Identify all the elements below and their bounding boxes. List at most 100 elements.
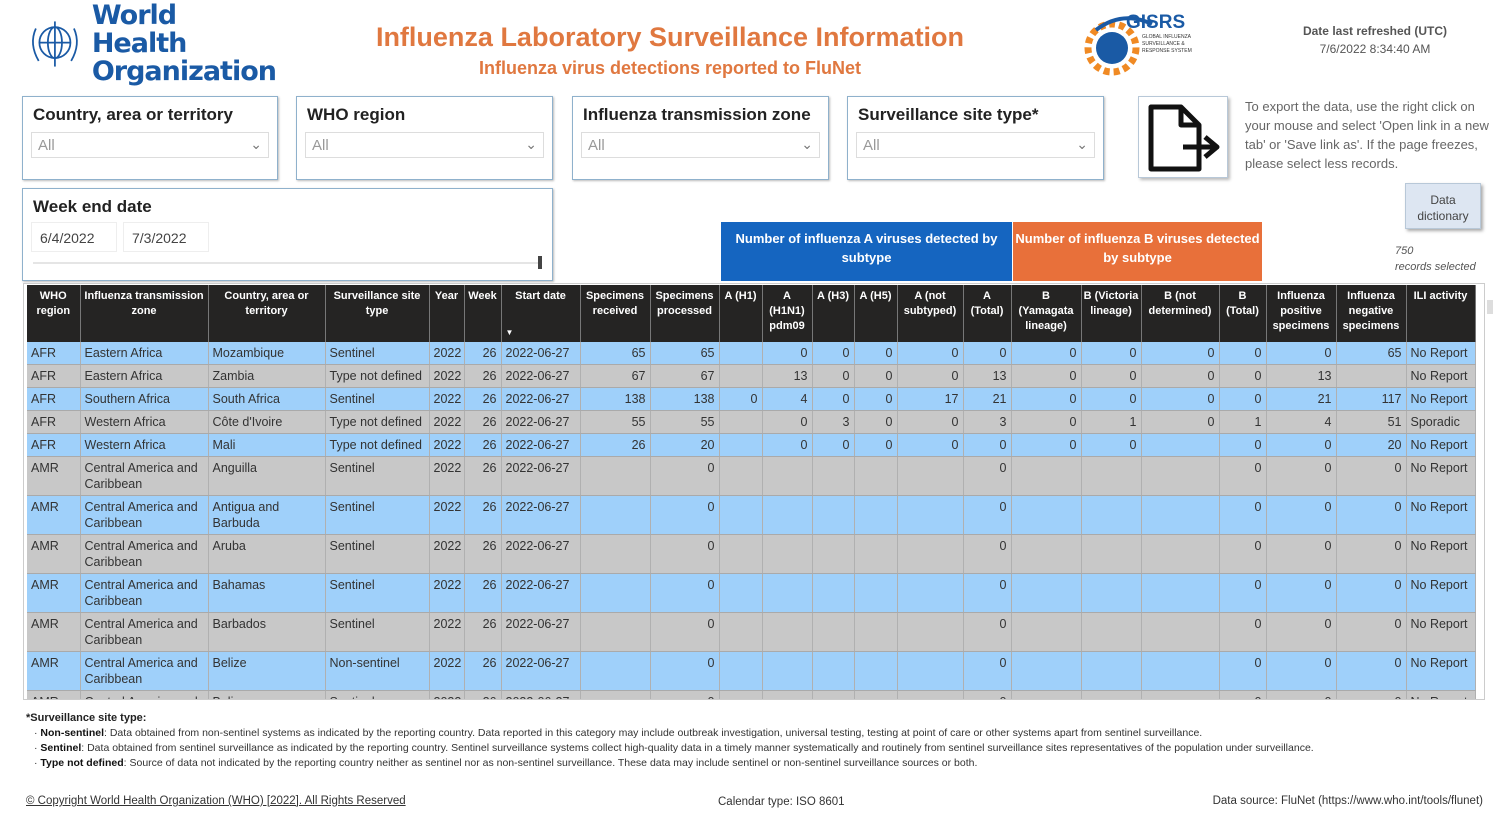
page-subtitle: Influenza virus detections reported to F… [478, 58, 862, 78]
column-header[interactable]: Influenza transmission zone [80, 285, 209, 342]
table-cell [1081, 651, 1142, 691]
column-header[interactable]: Year [429, 285, 465, 342]
table-row[interactable]: AMR Central America and Caribbean Barbados… [27, 612, 1476, 652]
date-slider-handle[interactable] [538, 256, 542, 269]
filter-week-end-date: Week end date 6/4/2022 7/3/2022 [22, 188, 553, 281]
table-cell: 2022 [429, 433, 465, 457]
site-type-dropdown[interactable]: All ⌄ [856, 132, 1095, 158]
table-cell [719, 495, 763, 535]
column-header[interactable]: Specimens received [580, 285, 651, 342]
table-cell: 0 [1081, 364, 1142, 388]
table-cell: 4 [762, 387, 813, 411]
table-cell: AMR [27, 495, 81, 535]
column-header[interactable]: B (Total) [1219, 285, 1267, 342]
column-header[interactable]: A (H5) [854, 285, 898, 342]
table-cell [854, 612, 898, 652]
table-cell: Zambia [208, 364, 326, 388]
table-cell [1011, 651, 1082, 691]
filter-who-region: WHO region All ⌄ [296, 96, 553, 180]
column-header[interactable]: ILI activity [1406, 285, 1476, 342]
table-cell: 0 [1081, 387, 1142, 411]
table-cell [1141, 534, 1220, 574]
column-header[interactable]: Country, area or territory [208, 285, 326, 342]
flunet-link[interactable]: https://www.who.int/tools/flunet [1321, 795, 1480, 807]
table-cell: 0 [1011, 433, 1082, 457]
table-cell [1141, 495, 1220, 535]
table-cell: Eastern Africa [80, 364, 209, 388]
scrollbar-thumb[interactable] [1487, 300, 1493, 314]
table-cell: 0 [812, 387, 855, 411]
table-cell: No Report [1406, 573, 1476, 613]
footnote-text: : Source of data not indicated by the re… [123, 757, 978, 769]
table-row[interactable]: AMR Central America and Caribbean Aruba Sen… [27, 534, 1476, 574]
who-region-dropdown[interactable]: All ⌄ [305, 132, 544, 158]
column-header[interactable]: Start date ▼ [501, 285, 581, 342]
svg-text:SURVEILLANCE &: SURVEILLANCE & [1142, 41, 1185, 47]
table-cell [1141, 612, 1220, 652]
filter-label: Country, area or territory [33, 105, 233, 124]
table-cell: No Report [1406, 364, 1476, 388]
vertical-scrollbar[interactable] [1485, 300, 1495, 692]
table-row[interactable]: AFR Eastern Africa Zambia Type not defined 2… [27, 364, 1476, 388]
table-cell: 0 [812, 364, 855, 388]
filter-label: WHO region [307, 105, 406, 124]
table-cell: 2022 [429, 495, 465, 535]
date-slider-track[interactable] [33, 262, 540, 264]
table-row[interactable]: AFR Eastern Africa Mozambique Sentinel 2022 2… [27, 342, 1476, 365]
table-cell: 26 [464, 612, 502, 652]
table-cell: 0 [1219, 364, 1267, 388]
export-button[interactable] [1138, 96, 1228, 178]
table-cell: 26 [464, 534, 502, 574]
table-cell: 2022-06-27 [501, 456, 581, 496]
transmission-zone-dropdown[interactable]: All ⌄ [581, 132, 820, 158]
table-cell: Belize [208, 651, 326, 691]
column-header[interactable]: Influenza negative specimens [1336, 285, 1407, 342]
country-dropdown[interactable]: All ⌄ [31, 132, 269, 158]
column-header[interactable]: Influenza positive specimens [1266, 285, 1337, 342]
table-cell: Sentinel [325, 534, 430, 574]
table-cell: 0 [650, 495, 720, 535]
start-date-input[interactable]: 6/4/2022 [31, 222, 117, 252]
column-header[interactable]: B (not determined) [1141, 285, 1220, 342]
column-header[interactable]: Surveillance site type [325, 285, 430, 342]
table-cell: Mali [208, 433, 326, 457]
table-row[interactable]: AMR Central America and Caribbean Belize No… [27, 651, 1476, 691]
table-cell: 2022 [429, 364, 465, 388]
column-header[interactable]: Week [464, 285, 502, 342]
table-cell [1011, 495, 1082, 535]
table-row[interactable]: AMR Central America and Caribbean Anguilla… [27, 456, 1476, 496]
table-cell [812, 534, 855, 574]
table-cell: 0 [1141, 387, 1220, 411]
column-header[interactable]: B (Yamagata lineage) [1011, 285, 1082, 342]
table-cell: AFR [27, 364, 81, 388]
table-cell [580, 612, 651, 652]
column-header[interactable]: A (not subtyped) [897, 285, 964, 342]
column-header[interactable]: A (H1) [719, 285, 763, 342]
table-cell: 0 [1219, 495, 1267, 535]
footnote-term: Non-sentinel [40, 727, 105, 739]
column-header[interactable]: A (Total) [963, 285, 1012, 342]
table-cell: 0 [1141, 410, 1220, 434]
table-row[interactable]: AMR Central America and Caribbean Antigua … [27, 495, 1476, 535]
table-row[interactable]: AMR Central America and Caribbean Bahamas S… [27, 573, 1476, 613]
copyright-link[interactable]: © Copyright World Health Organization (W… [26, 795, 406, 807]
column-header[interactable]: WHO region [27, 285, 81, 342]
column-header[interactable]: A (H3) [812, 285, 855, 342]
table-cell: 0 [1266, 495, 1337, 535]
end-date-input[interactable]: 7/3/2022 [123, 222, 209, 252]
column-header[interactable]: B (Victoria lineage) [1081, 285, 1142, 342]
table-row[interactable]: AFR Western Africa Côte d'Ivoire Type not d… [27, 410, 1476, 434]
table-cell: Central America and Caribbean [80, 534, 209, 574]
data-dictionary-button[interactable]: Data dictionary [1405, 183, 1481, 229]
table-cell [812, 612, 855, 652]
svg-text:GLOBAL INFLUENZA: GLOBAL INFLUENZA [1142, 34, 1192, 40]
column-header[interactable]: A (H1N1) pdm09 [762, 285, 813, 342]
table-row[interactable]: AFR Southern Africa South Africa Sentinel 20… [27, 387, 1476, 411]
column-header[interactable]: Specimens processed [650, 285, 720, 342]
table-cell: 0 [762, 342, 813, 365]
table-cell [897, 690, 964, 699]
table-cell [580, 651, 651, 691]
table-row[interactable]: AFR Western Africa Mali Type not defined 202… [27, 433, 1476, 457]
table-cell: 3 [812, 410, 855, 434]
